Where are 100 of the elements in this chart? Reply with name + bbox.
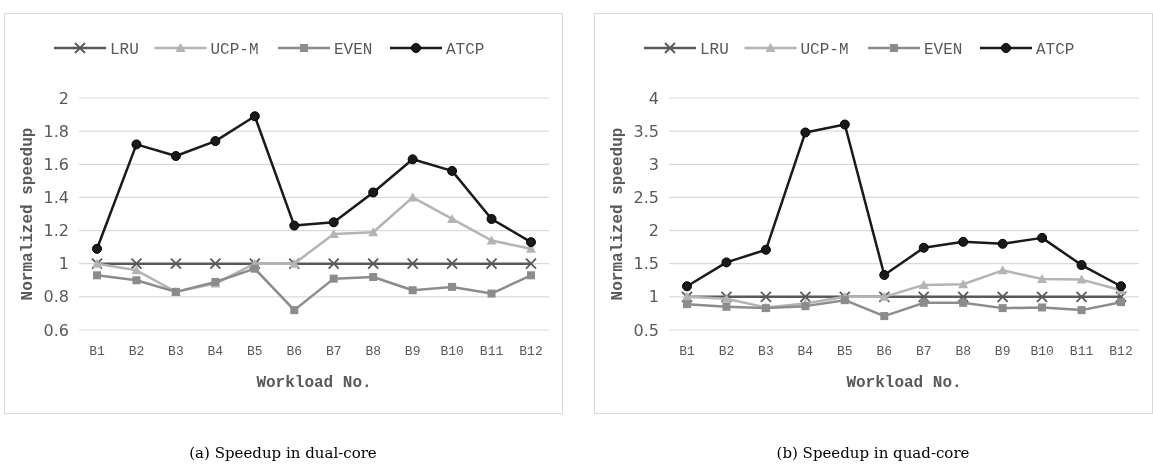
point [1037, 273, 1048, 283]
point [249, 111, 260, 122]
point [919, 298, 928, 307]
text: (b) Speedup in quad-core [776, 444, 970, 462]
y-tick-label: 1.6 [43, 154, 69, 174]
point [1116, 281, 1126, 292]
text: (a) Speedup in dual-core [189, 444, 377, 462]
point [918, 242, 929, 253]
point [329, 274, 338, 283]
point [485, 257, 498, 270]
x-tick-label: B9 [404, 344, 421, 359]
point [996, 290, 1009, 303]
y-tick-label: 1.4 [43, 188, 69, 208]
x-tick-label: B3 [168, 344, 184, 359]
x-tick-label: B6 [286, 344, 303, 359]
point [722, 302, 731, 311]
point [289, 220, 300, 231]
point [210, 136, 221, 147]
point [957, 290, 970, 303]
x-tick-label: B1 [679, 344, 695, 359]
legend-label: ATCP [446, 40, 485, 59]
point [997, 265, 1008, 275]
point [1117, 298, 1125, 307]
y-axis-title: Normalized speedup [608, 127, 627, 301]
point [760, 290, 772, 303]
x-tick-label: B5 [247, 344, 263, 359]
point [447, 213, 458, 223]
point [917, 290, 930, 303]
point [800, 127, 811, 138]
point [368, 227, 379, 237]
x-tick-label: B2 [128, 344, 145, 359]
x-tick-label: B8 [365, 344, 381, 359]
y-tick-label: 1.5 [633, 254, 659, 274]
point [367, 257, 380, 270]
x-tick-label: B9 [994, 344, 1011, 359]
y-axis-title: Normalized speedup [18, 127, 37, 301]
point [1076, 274, 1087, 284]
point [327, 257, 340, 270]
point [839, 119, 850, 130]
y-tick-label: 4 [648, 88, 659, 108]
point [1038, 303, 1047, 312]
point [959, 298, 968, 307]
point [487, 289, 496, 298]
legend-label: EVEN [924, 40, 963, 59]
point [880, 312, 889, 321]
point [448, 282, 457, 291]
point [879, 269, 890, 280]
x-tick-label: B4 [797, 344, 814, 359]
point [170, 257, 182, 270]
point [290, 306, 299, 315]
x-tick-label: B5 [837, 344, 853, 359]
y-tick-label: 0.5 [633, 320, 659, 340]
legend-label: UCP-M [210, 40, 259, 59]
point [1115, 290, 1127, 303]
point [446, 257, 458, 270]
point [958, 236, 969, 247]
point [93, 271, 101, 280]
y-tick-label: 0.8 [43, 287, 69, 307]
x-tick-label: B3 [758, 344, 774, 359]
x-tick-label: B10 [1030, 344, 1054, 359]
x-tick-label: B8 [955, 344, 971, 359]
x-axis-title: Workload No. [846, 374, 962, 392]
x-tick-label: B6 [876, 344, 893, 359]
point [1077, 306, 1086, 315]
point [1036, 290, 1048, 303]
point [368, 187, 379, 198]
point [447, 165, 458, 176]
point [682, 281, 692, 292]
y-tick-label: 2 [648, 221, 659, 241]
point [998, 304, 1007, 313]
legend-label: ATCP [1036, 40, 1075, 59]
point [525, 257, 537, 270]
x-tick-label: B11 [479, 344, 504, 359]
point [958, 279, 969, 289]
point [131, 139, 142, 150]
x-tick-label: B7 [325, 344, 342, 359]
point [408, 286, 417, 295]
legend-label: LRU [700, 40, 729, 59]
y-tick-label: 1.2 [43, 221, 69, 241]
point [799, 290, 812, 303]
point [130, 257, 143, 270]
point [406, 257, 419, 270]
point [369, 272, 378, 281]
point [683, 300, 691, 309]
x-tick-label: B4 [207, 344, 224, 359]
point [407, 154, 418, 165]
point [801, 302, 810, 311]
x-tick-label: B2 [718, 344, 735, 359]
point [250, 264, 259, 273]
point [132, 276, 141, 285]
y-tick-label: 0.6 [43, 320, 69, 340]
legend-label: UCP-M [800, 40, 849, 59]
point [1037, 232, 1048, 243]
point [760, 244, 771, 255]
y-tick-label: 1 [58, 254, 69, 274]
point [526, 237, 536, 248]
x-tick-label: B12 [1109, 344, 1133, 359]
x-tick-label: B11 [1069, 344, 1094, 359]
y-tick-label: 1.8 [43, 121, 69, 141]
x-axis-title: Workload No. [256, 374, 372, 392]
